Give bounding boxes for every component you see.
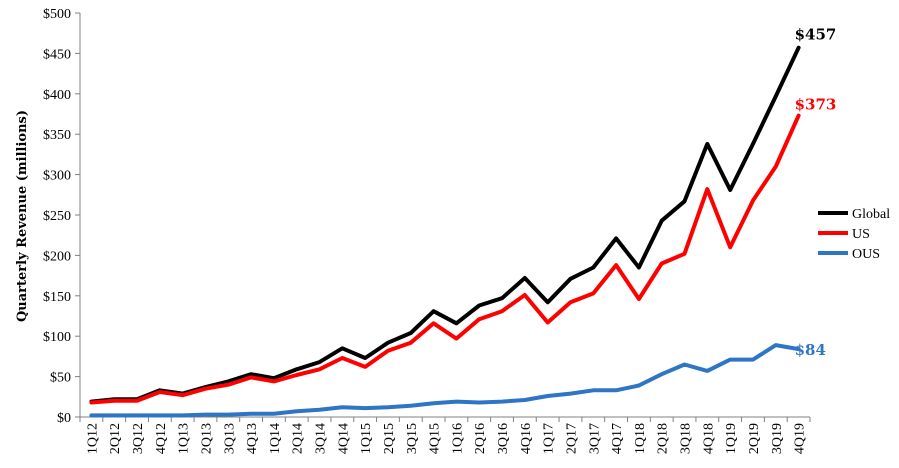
end-label-ous: $84 bbox=[795, 341, 826, 359]
x-tick-label: 2Q16 bbox=[473, 423, 488, 454]
x-tick-label: 3Q19 bbox=[770, 423, 785, 454]
x-tick-label: 1Q12 bbox=[85, 423, 100, 454]
x-tick-label: 1Q18 bbox=[633, 423, 648, 454]
y-tick-label: $50 bbox=[50, 371, 71, 386]
y-tick-label: $350 bbox=[43, 128, 71, 143]
y-axis: $0 $50 $100 $150 $200 $250 $300 $350 $400 $450 $50… bbox=[43, 7, 81, 426]
legend-label-global: Global bbox=[852, 207, 890, 222]
series-line-ous bbox=[89, 343, 801, 418]
series-lines bbox=[89, 45, 801, 418]
x-tick-label: 1Q15 bbox=[359, 423, 374, 454]
y-tick-label: $0 bbox=[57, 411, 71, 426]
x-tick-label: 1Q16 bbox=[450, 423, 465, 454]
x-tick-label: 4Q14 bbox=[336, 423, 351, 454]
x-tick-label: 4Q15 bbox=[428, 423, 443, 454]
y-tick-label: $450 bbox=[43, 47, 71, 62]
x-tick-label: 2Q15 bbox=[382, 423, 397, 454]
x-tick-label: 3Q14 bbox=[314, 423, 329, 454]
x-tick-label: 4Q17 bbox=[610, 423, 625, 454]
x-tick-label: 3Q15 bbox=[405, 423, 420, 454]
x-tick-label: 4Q16 bbox=[519, 423, 534, 454]
x-tick-label: 2Q18 bbox=[656, 423, 671, 454]
y-axis-label: Quarterly Revenue (millions) bbox=[15, 110, 30, 322]
y-tick-label: $300 bbox=[43, 169, 71, 184]
x-tick-label: 2Q19 bbox=[747, 423, 762, 454]
legend-label-ous: OUS bbox=[852, 247, 880, 262]
x-tick-label: 1Q17 bbox=[542, 423, 557, 454]
x-tick-label: 2Q17 bbox=[564, 423, 579, 454]
x-tick-label: 2Q13 bbox=[199, 423, 214, 454]
x-tick-label: 3Q16 bbox=[496, 423, 511, 454]
x-tick-label: 4Q18 bbox=[701, 423, 716, 454]
x-tick-label: 3Q17 bbox=[587, 423, 602, 454]
y-tick-label: $100 bbox=[43, 330, 71, 345]
y-tick-label: $500 bbox=[43, 7, 71, 22]
x-tick-label: 4Q12 bbox=[154, 423, 169, 454]
x-tick-label: 1Q19 bbox=[724, 423, 739, 454]
x-tick-label: 2Q14 bbox=[291, 423, 306, 454]
x-tick-label: 2Q12 bbox=[108, 423, 123, 454]
legend-label-us: US bbox=[852, 227, 870, 242]
x-axis: 1Q12 2Q12 3Q12 4Q12 1Q13 2Q13 3Q13 4Q13 1Q14 2Q14… bbox=[79, 416, 811, 454]
x-tick-label: 3Q12 bbox=[131, 423, 146, 454]
end-label-global: $457 bbox=[795, 26, 837, 44]
x-tick-label: 4Q13 bbox=[245, 423, 260, 454]
series-end-labels: $457 $373 $84 bbox=[795, 26, 837, 359]
y-tick-label: $250 bbox=[43, 209, 71, 224]
x-tick-label: 3Q18 bbox=[679, 423, 694, 454]
x-tick-label: 4Q19 bbox=[793, 423, 808, 454]
series-line-us bbox=[89, 113, 801, 405]
y-tick-label: $150 bbox=[43, 290, 71, 305]
end-label-us: $373 bbox=[795, 96, 837, 114]
y-tick-label: $200 bbox=[43, 249, 71, 264]
x-tick-label: 1Q13 bbox=[177, 423, 192, 454]
x-tick-label: 1Q14 bbox=[268, 423, 283, 454]
legend: Global US OUS bbox=[818, 207, 890, 262]
x-tick-label: 3Q13 bbox=[222, 423, 237, 454]
y-tick-label: $400 bbox=[43, 88, 71, 103]
series-line-global bbox=[89, 45, 801, 404]
